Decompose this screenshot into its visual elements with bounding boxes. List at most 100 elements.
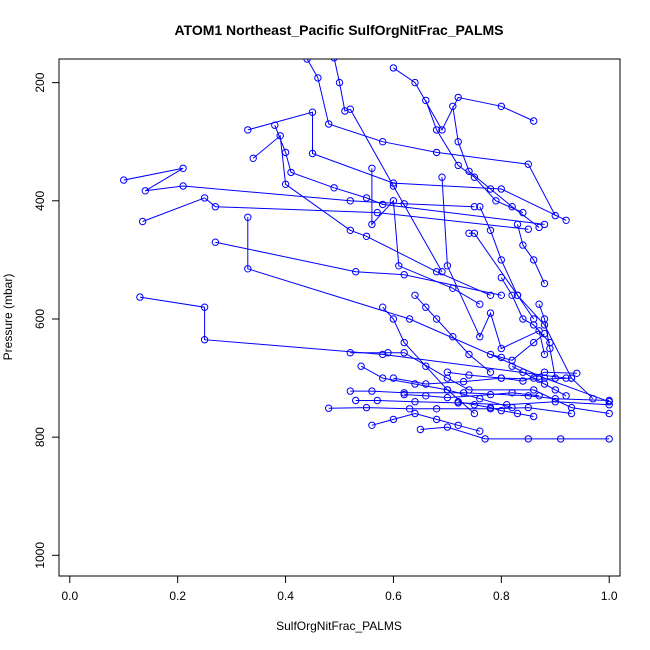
data-point [443, 374, 452, 382]
data-point [605, 435, 613, 443]
data-point [540, 315, 549, 323]
data-point [476, 333, 484, 341]
data-point [605, 396, 613, 405]
data-point [314, 74, 322, 82]
data-point [422, 303, 430, 311]
data-point [346, 105, 354, 113]
data-series [368, 409, 484, 435]
data-point [352, 268, 360, 276]
data-point [454, 93, 462, 102]
chart-title: ATOM1 Northeast_Pacific SulfOrgNitFrac_P… [174, 22, 503, 38]
data-point [524, 403, 532, 412]
data-point [405, 315, 414, 323]
series-line [371, 412, 480, 432]
data-point [281, 148, 290, 157]
data-point [341, 107, 349, 115]
data-point [497, 374, 505, 382]
data-point [438, 126, 446, 134]
data-point [432, 268, 441, 276]
data-point [432, 126, 441, 134]
data-point [513, 291, 522, 299]
data-point [497, 256, 505, 264]
data-point [551, 398, 559, 406]
data-point [346, 226, 354, 235]
data-point [357, 362, 365, 370]
data-point [373, 208, 381, 217]
data-point [244, 265, 252, 273]
x-tick-label: 1.0 [601, 589, 618, 603]
series-line [479, 206, 535, 320]
data-point [476, 300, 484, 308]
data-point [211, 238, 220, 246]
data-point [530, 117, 538, 125]
data-point [573, 369, 581, 377]
data-series [379, 303, 479, 418]
data-point [508, 291, 516, 299]
data-point [335, 78, 344, 87]
data-point [551, 211, 559, 220]
data-point [379, 200, 387, 209]
data-point [281, 180, 290, 189]
data-point [330, 59, 338, 62]
data-point [508, 403, 516, 412]
data-point [325, 120, 333, 128]
data-point [141, 187, 150, 195]
data-point [384, 349, 392, 357]
data-point [120, 176, 128, 184]
data-point [465, 229, 473, 238]
data-point [470, 173, 479, 181]
series-line [360, 365, 513, 409]
data-point [271, 121, 279, 129]
data-point [540, 220, 549, 229]
data-series [416, 423, 613, 443]
data-series [244, 213, 613, 406]
data-point [411, 291, 419, 299]
data-point [389, 182, 398, 190]
data-point [497, 406, 505, 415]
data-point [465, 371, 473, 379]
data-point [352, 396, 360, 405]
data-point [551, 386, 559, 394]
data-point [379, 350, 387, 359]
data-point [486, 291, 495, 299]
data-point [432, 405, 441, 413]
data-point [443, 423, 452, 431]
data-point [459, 377, 468, 386]
data-point [546, 344, 554, 353]
data-point [400, 349, 408, 357]
data-series [508, 362, 570, 400]
data-point [535, 392, 543, 400]
data-series [476, 203, 538, 323]
data-point [557, 435, 565, 443]
data-point [497, 102, 505, 111]
x-axis-label: SulfOrgNitFrac_PALMS [276, 619, 402, 633]
y-tick-label: 1000 [33, 542, 47, 569]
data-point [513, 220, 522, 229]
series-line [306, 59, 556, 216]
data-series [138, 194, 532, 233]
data-point [422, 362, 430, 370]
data-point [497, 353, 505, 362]
data-point [519, 315, 527, 323]
y-tick-label: 400 [33, 190, 47, 210]
series-line [333, 59, 443, 272]
data-point [524, 392, 532, 400]
data-point [405, 405, 414, 413]
data-point [605, 409, 613, 418]
series-line [393, 67, 534, 131]
data-series [400, 389, 543, 402]
data-series [443, 368, 581, 385]
data-point [346, 387, 354, 395]
x-tick-label: 0.8 [493, 589, 510, 603]
data-point [449, 284, 457, 292]
data-series [486, 330, 549, 364]
data-point [211, 203, 220, 211]
data-point [287, 168, 295, 177]
series-line [274, 125, 545, 225]
data-point [530, 256, 538, 264]
series-line [425, 100, 524, 214]
x-axis: 0.0 0.2 0.4 0.6 0.8 1.0 [61, 575, 618, 603]
data-point [519, 368, 527, 376]
y-tick-label: 200 [33, 72, 47, 92]
data-series [120, 164, 479, 211]
